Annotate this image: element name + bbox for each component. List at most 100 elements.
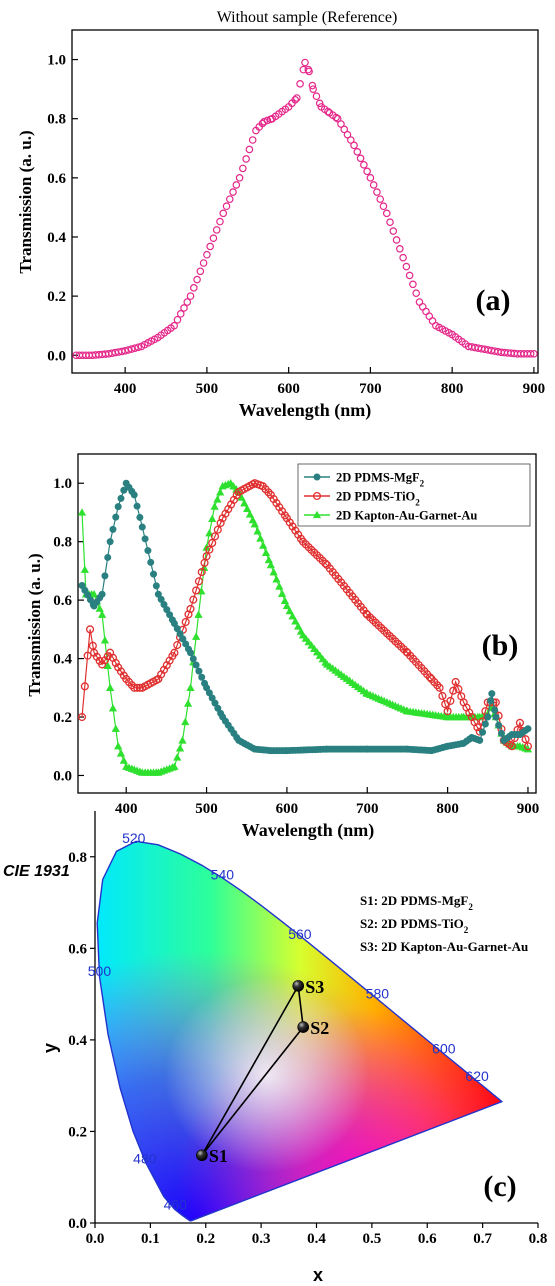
legend-entry: S2: 2D PDMS-TiO2 <box>360 916 469 935</box>
data-point <box>521 735 530 744</box>
data-point <box>175 744 185 752</box>
data-point <box>476 736 484 744</box>
data-point <box>495 721 503 729</box>
x-tick-label: 500 <box>196 381 219 397</box>
x-tick-label: 0.6 <box>418 1231 437 1247</box>
data-point <box>101 572 109 580</box>
data-point <box>184 610 193 619</box>
data-point <box>205 545 214 554</box>
x-tick-label: 600 <box>276 801 299 817</box>
sample-label: S1 <box>209 1146 228 1166</box>
y-tick-label: 0.4 <box>68 1033 87 1049</box>
data-point <box>189 655 197 663</box>
data-point <box>135 683 144 692</box>
data-point <box>206 242 214 251</box>
legend-subscript: 2 <box>420 479 425 489</box>
data-point <box>412 289 420 297</box>
data-point <box>216 488 225 496</box>
panel-b-label: (b) <box>482 629 519 662</box>
panel-b-y-axis-label: Transmission (a. u.) <box>25 553 44 696</box>
wavelength-label: 620 <box>465 1068 489 1084</box>
data-point <box>170 762 179 770</box>
y-tick-label: 0.8 <box>53 535 72 551</box>
data-point <box>130 683 139 692</box>
x-tick-label: 700 <box>356 801 379 817</box>
data-point <box>484 713 492 721</box>
data-point <box>433 681 442 690</box>
data-point <box>269 567 278 576</box>
data-point <box>181 717 190 726</box>
data-point <box>280 596 290 605</box>
wavelength-label: 580 <box>366 986 390 1002</box>
data-point <box>369 181 378 189</box>
data-point <box>245 145 254 154</box>
data-point <box>272 575 281 583</box>
panel-c-header: CIE 1931 <box>3 863 70 880</box>
data-point <box>144 547 152 555</box>
y-tick-label: 0.2 <box>47 289 66 305</box>
data-point <box>196 267 205 276</box>
data-point <box>260 117 268 126</box>
data-point <box>250 519 259 528</box>
panel-a-chart: Without sample (Reference) 0.00.20.40.60… <box>16 9 545 421</box>
y-tick-label: 0.2 <box>68 1124 87 1140</box>
data-point <box>216 518 225 528</box>
data-point <box>264 488 273 497</box>
data-point <box>399 253 407 262</box>
data-point <box>343 130 352 139</box>
data-point <box>80 565 89 573</box>
data-point <box>170 648 179 657</box>
data-point <box>136 513 144 521</box>
x-tick-label: 500 <box>195 801 218 817</box>
data-point <box>208 538 217 548</box>
data-point <box>392 236 401 244</box>
data-point <box>253 527 262 535</box>
data-point <box>212 226 221 234</box>
data-point <box>173 753 182 761</box>
data-point <box>117 494 125 502</box>
data-point <box>173 315 182 324</box>
data-point <box>198 673 206 681</box>
data-point <box>86 625 95 634</box>
panel-a-data-series <box>72 58 538 360</box>
y-tick-label: 1.0 <box>53 476 72 492</box>
data-point <box>170 321 178 330</box>
data-point <box>114 503 122 511</box>
data-point <box>245 510 255 518</box>
y-tick-label: 0.2 <box>53 710 72 726</box>
sample-point-s3: S3 <box>292 977 324 997</box>
data-point <box>225 195 234 203</box>
data-point <box>208 514 217 523</box>
legend-entry: S3: 2D Kapton-Au-Garnet-Au <box>360 939 528 954</box>
data-point <box>77 712 87 722</box>
data-point <box>213 525 222 534</box>
data-point <box>526 349 535 358</box>
x-tick-label: 800 <box>441 381 464 397</box>
data-point <box>305 67 313 76</box>
data-point <box>108 704 118 712</box>
y-tick-label: 0.0 <box>68 1216 87 1232</box>
panel-a-y-axis-label: Transmission (a. u.) <box>16 130 35 273</box>
wavelength-label: 520 <box>122 830 146 846</box>
wavelength-label: 560 <box>288 926 312 942</box>
data-point <box>312 92 321 101</box>
data-point <box>194 610 203 618</box>
data-point <box>176 310 185 318</box>
data-point <box>346 136 355 144</box>
data-point <box>497 729 505 737</box>
legend-label: 2D PDMS-TiO2 <box>336 490 420 508</box>
legend-marker <box>312 491 322 501</box>
data-point <box>530 349 538 358</box>
data-point <box>106 683 115 691</box>
data-point <box>202 552 211 561</box>
cie-wavelength-labels: 460 480 500 520 540 560 580 600 620 <box>88 830 489 1212</box>
panel-a-title: Without sample (Reference) <box>217 9 398 26</box>
data-point <box>186 292 195 300</box>
data-point <box>89 590 99 598</box>
data-point <box>333 114 342 123</box>
series-2d-pdms-mgf2 <box>78 479 532 755</box>
data-point <box>210 532 220 541</box>
data-point <box>363 167 371 176</box>
data-point <box>264 555 273 564</box>
